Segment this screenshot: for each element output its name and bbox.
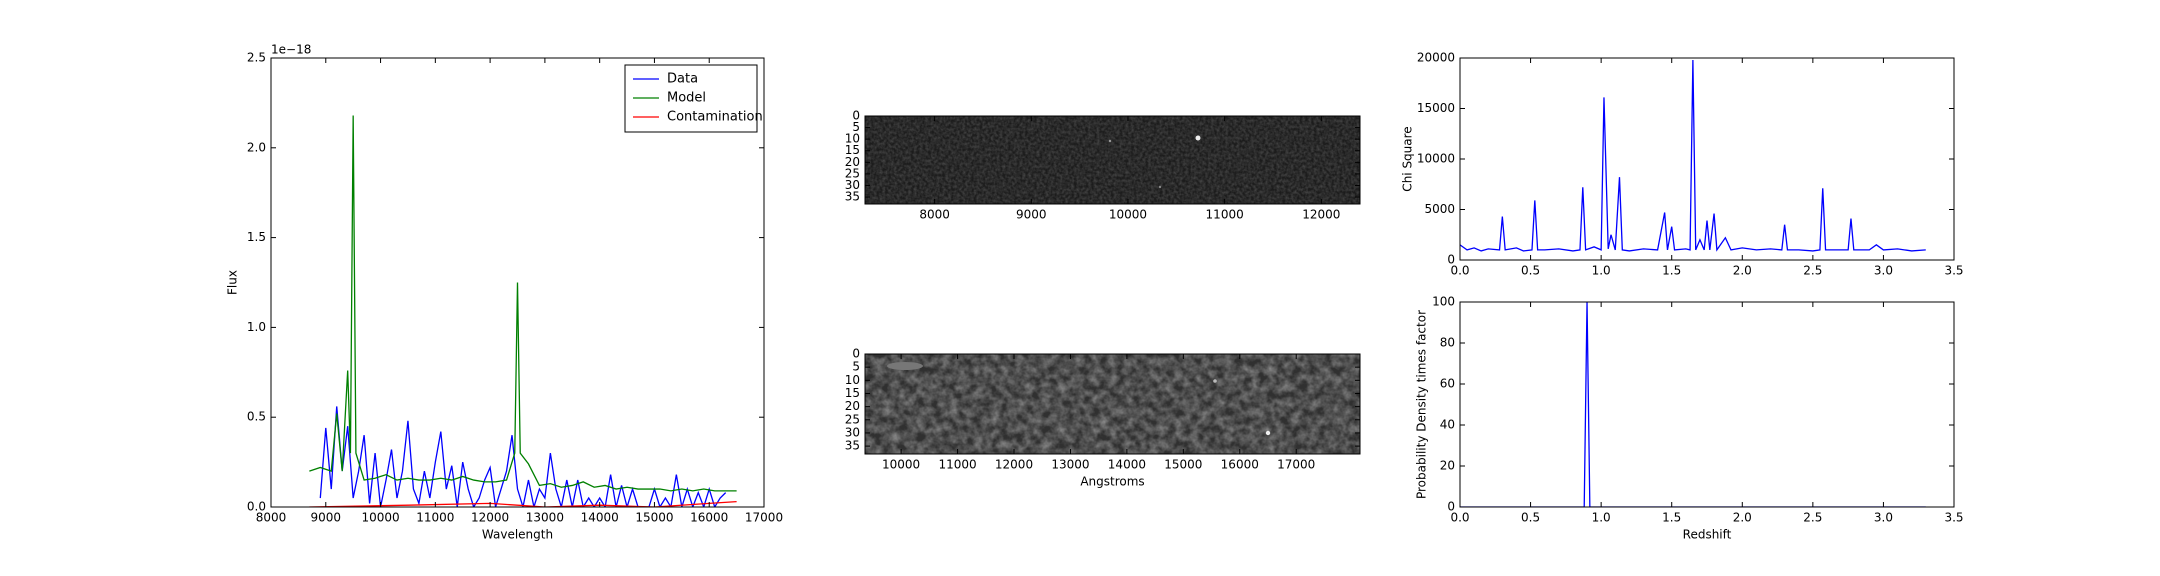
x-tick-label: 10000 <box>361 511 399 525</box>
image-streak <box>887 362 923 370</box>
legend-label: Model <box>667 91 706 106</box>
x-tick-label: 11000 <box>1206 208 1244 222</box>
legend-label: Data <box>667 72 698 87</box>
image-spot <box>1159 186 1161 188</box>
image-spot <box>1196 136 1201 141</box>
y-tick-label: 1.0 <box>247 320 266 334</box>
y-tick-label: 40 <box>1440 418 1455 432</box>
x-tick-label: 9000 <box>311 511 342 525</box>
y-tick-label: 5 <box>852 360 860 374</box>
x-tick-label: 3.0 <box>1874 511 1893 525</box>
y-tick-label: 5000 <box>1424 202 1455 216</box>
x-tick-label: 2.5 <box>1803 511 1822 525</box>
y-tick-label: 0.5 <box>247 410 266 424</box>
x-tick-label: 17000 <box>745 511 783 525</box>
y-tick-label: 20000 <box>1417 51 1455 65</box>
panel: 0.00.51.01.52.02.53.03.50500010000150002… <box>1401 51 1964 278</box>
x-tick-label: 12000 <box>471 511 509 525</box>
y-axis-label: Chi Square <box>1401 126 1415 191</box>
legend-label: Contamination <box>667 110 763 125</box>
axes-frame <box>1460 302 1954 507</box>
y-tick-label: 30 <box>845 425 860 439</box>
offset-label: 1e−18 <box>271 43 311 57</box>
x-axis-label: Angstroms <box>1080 475 1144 489</box>
x-tick-label: 12000 <box>995 458 1033 472</box>
y-tick-label: 20 <box>1440 459 1455 473</box>
x-tick-label: 12000 <box>1302 208 1340 222</box>
x-tick-label: 10000 <box>1109 208 1147 222</box>
x-tick-label: 0.5 <box>1521 511 1540 525</box>
x-tick-label: 16000 <box>1221 458 1259 472</box>
x-tick-label: 3.0 <box>1874 264 1893 278</box>
x-tick-label: 11000 <box>938 458 976 472</box>
y-tick-label: 0 <box>852 347 860 361</box>
data-line <box>1460 60 1926 251</box>
y-tick-label: 2.5 <box>247 51 266 65</box>
x-tick-label: 1.0 <box>1592 264 1611 278</box>
y-tick-label: 1.5 <box>247 230 266 244</box>
image-panel-2 <box>865 354 1360 454</box>
x-tick-label: 13000 <box>526 511 564 525</box>
image-spot <box>1213 379 1217 383</box>
x-tick-label: 1.0 <box>1592 511 1611 525</box>
y-tick-label: 10000 <box>1417 152 1455 166</box>
data-line <box>1460 302 1926 507</box>
x-tick-label: 2.0 <box>1733 264 1752 278</box>
x-tick-label: 9000 <box>1016 208 1047 222</box>
y-tick-label: 35 <box>845 439 860 453</box>
y-tick-label: 0 <box>1447 253 1455 267</box>
y-tick-label: 25 <box>845 412 860 426</box>
y-tick-label: 60 <box>1440 377 1455 391</box>
y-tick-label: 10 <box>845 373 860 387</box>
x-tick-label: 8000 <box>919 208 950 222</box>
image-noise <box>865 116 1360 204</box>
y-axis-label: Probability Density times factor <box>1415 310 1429 499</box>
y-tick-label: 15 <box>845 386 860 400</box>
y-tick-label: 0 <box>1447 500 1455 514</box>
x-tick-label: 10000 <box>882 458 920 472</box>
axes-frame <box>1460 58 1954 260</box>
x-tick-label: 3.5 <box>1944 511 1963 525</box>
x-tick-label: 14000 <box>1108 458 1146 472</box>
y-tick-label: 80 <box>1440 336 1455 350</box>
x-tick-label: 2.0 <box>1733 511 1752 525</box>
legend: Data Model Contamination <box>625 65 763 132</box>
y-axis-label: Flux <box>226 270 240 295</box>
y-tick-label: 100 <box>1432 295 1455 309</box>
panel: 0.00.51.01.52.02.53.03.5020406080100Reds… <box>1415 295 1964 542</box>
x-tick-label: 16000 <box>690 511 728 525</box>
x-tick-label: 1.5 <box>1662 264 1681 278</box>
x-tick-label: 17000 <box>1277 458 1315 472</box>
x-tick-label: 3.5 <box>1944 264 1963 278</box>
y-tick-label: 0.0 <box>247 500 266 514</box>
image-noise <box>865 354 1360 454</box>
x-tick-label: 13000 <box>1051 458 1089 472</box>
y-tick-label: 2.0 <box>247 140 266 154</box>
x-tick-label: 2.5 <box>1803 264 1822 278</box>
y-tick-label: 20 <box>845 399 860 413</box>
data-line <box>309 115 736 490</box>
x-tick-label: 15000 <box>635 511 673 525</box>
x-tick-label: 14000 <box>581 511 619 525</box>
x-tick-label: 0.5 <box>1521 264 1540 278</box>
x-tick-label: 15000 <box>1164 458 1202 472</box>
y-tick-label: 15000 <box>1417 101 1455 115</box>
x-tick-label: 11000 <box>416 511 454 525</box>
y-tick-label: 35 <box>845 190 860 204</box>
panel: 8000900010000110001200013000140001500016… <box>226 43 784 542</box>
image-spot <box>1266 431 1270 435</box>
image-panel-1 <box>865 116 1360 204</box>
x-axis-label: Redshift <box>1683 528 1732 542</box>
x-tick-label: 1.5 <box>1662 511 1681 525</box>
image-spot <box>1109 140 1111 142</box>
x-axis-label: Wavelength <box>482 528 553 542</box>
